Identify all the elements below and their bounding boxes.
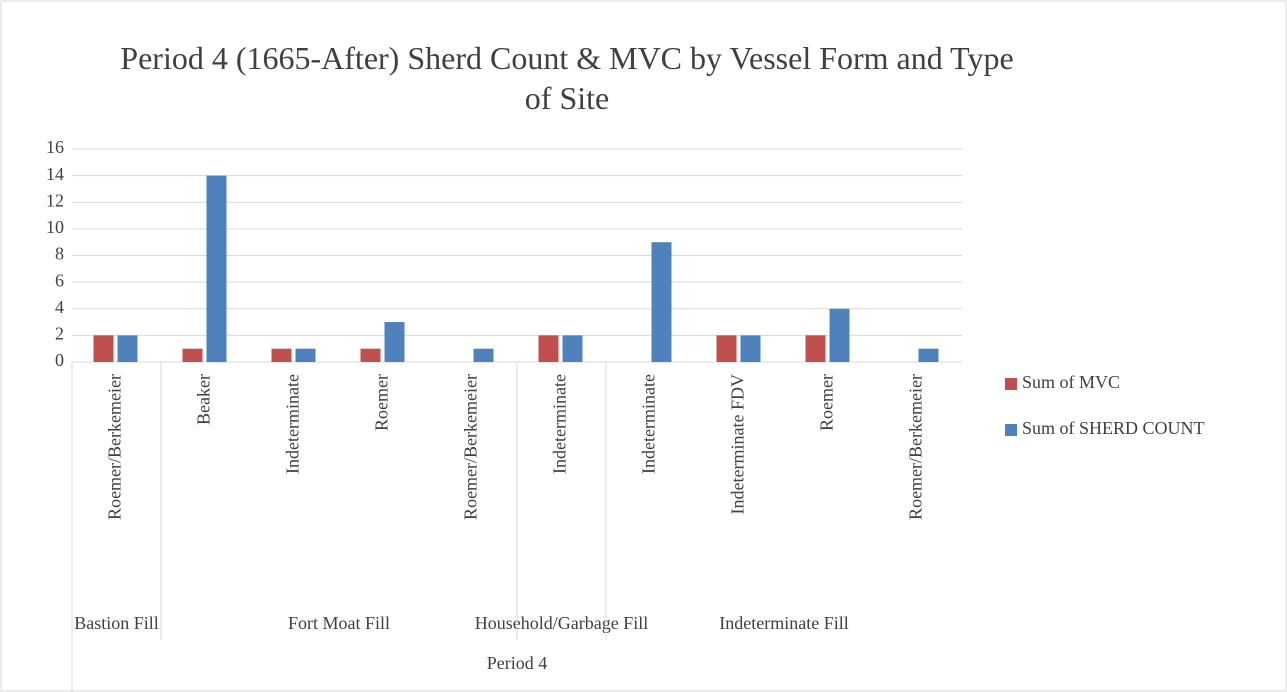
group-label: Bastion Fill — [74, 613, 159, 633]
legend-label: Sum of SHERD COUNT — [1022, 418, 1205, 438]
bar — [562, 335, 583, 362]
x-tick-label: Roemer/Berkemeier — [906, 374, 926, 520]
bar — [93, 335, 114, 362]
bar — [182, 348, 203, 362]
bar — [651, 242, 672, 362]
x-tick-label: Beaker — [194, 374, 214, 425]
bar — [829, 308, 850, 362]
legend-swatch — [1005, 378, 1017, 390]
y-tick-label: 6 — [55, 270, 64, 290]
x-tick-label: Indeterminate — [283, 374, 303, 474]
bar — [271, 348, 292, 362]
supergroup-label: Period 4 — [487, 653, 548, 673]
group-label: Fort Moat Fill — [288, 613, 390, 633]
chart-title: Period 4 (1665-After) Sherd Count & MVC … — [120, 40, 1014, 116]
y-tick-label: 12 — [46, 190, 64, 210]
legend-swatch — [1005, 424, 1017, 436]
y-tick-label: 14 — [46, 164, 64, 184]
x-tick-label: Roemer/Berkemeier — [105, 374, 125, 520]
bar — [360, 348, 381, 362]
y-tick-label: 8 — [55, 244, 64, 264]
bar — [117, 335, 138, 362]
bar — [805, 335, 826, 362]
x-tick-label: Roemer — [817, 374, 837, 431]
bar — [384, 322, 405, 362]
bar — [206, 175, 227, 362]
y-tick-label: 10 — [46, 217, 64, 237]
y-tick-label: 16 — [46, 137, 64, 157]
group-label: Household/Garbage Fill — [475, 613, 648, 633]
bar — [295, 348, 316, 362]
group-label: Indeterminate Fill — [719, 613, 848, 633]
bar — [538, 335, 559, 362]
bar — [918, 348, 939, 362]
y-tick-label: 2 — [55, 324, 64, 344]
x-tick-label: Roemer/Berkemeier — [461, 374, 481, 520]
x-tick-label: Indeterminate — [550, 374, 570, 474]
y-tick-label: 4 — [55, 297, 64, 317]
bar — [716, 335, 737, 362]
legend-label: Sum of MVC — [1022, 372, 1120, 392]
x-tick-label: Roemer — [372, 374, 392, 431]
bar — [473, 348, 494, 362]
bar — [740, 335, 761, 362]
x-tick-label: Indeterminate FDV — [728, 374, 748, 514]
x-tick-label: Indeterminate — [639, 374, 659, 474]
y-tick-label: 0 — [55, 350, 64, 370]
